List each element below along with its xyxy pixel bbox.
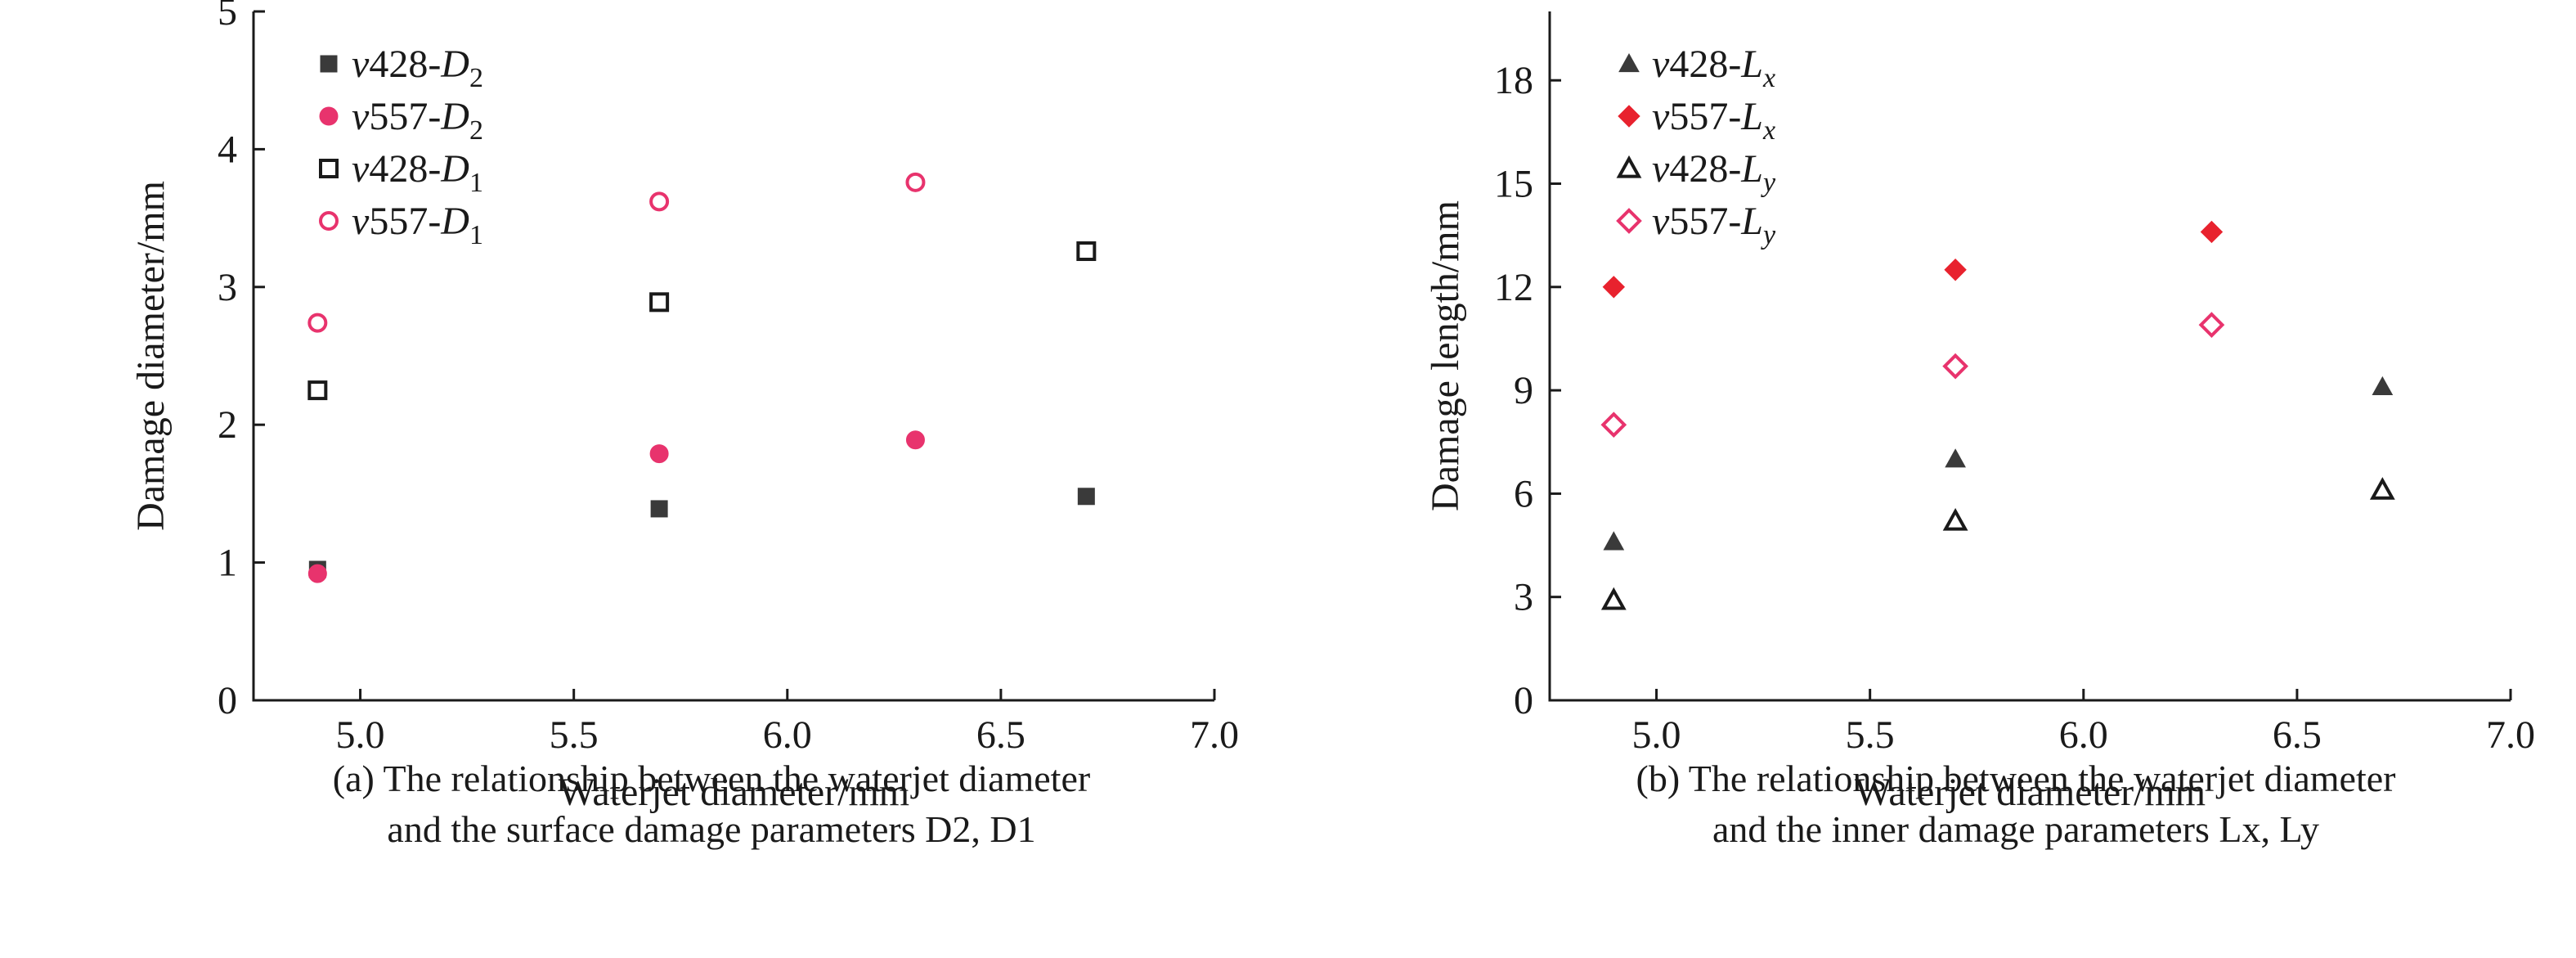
caption-line: and the inner damage parameters Lx, Ly bbox=[1712, 808, 2319, 850]
data-point-v428-D2 bbox=[650, 500, 668, 518]
y-tick-label: 2 bbox=[218, 403, 237, 447]
panel-a: 5.0 5.5 6.0 6.5 7.0 0 1 2 3 4 5 Waterjet diameter/m… bbox=[129, 0, 1239, 850]
y-tick-label: 5 bbox=[218, 0, 237, 34]
data-point-v428-Lx bbox=[1603, 531, 1625, 551]
x-tick-label: 6.0 bbox=[2059, 713, 2108, 757]
legend-label-v428-Lx: v428-Lx bbox=[1652, 43, 1775, 93]
x-tick-label: 6.5 bbox=[2273, 713, 2322, 757]
data-point-v557-Lx bbox=[1602, 276, 1626, 299]
legend-marker-v557-Ly bbox=[1616, 208, 1642, 234]
x-axis-title: Waterjet diameter/mm bbox=[1855, 771, 2206, 814]
legend-label-v428-Ly: v428-Ly bbox=[1652, 147, 1776, 198]
data-point-v557-Ly bbox=[2198, 312, 2225, 338]
legend-label-v557-D1: v557-D1 bbox=[352, 200, 483, 250]
x-axis-title: Waterjet diameter/mm bbox=[559, 771, 909, 814]
x-tick-label: 6.0 bbox=[763, 713, 812, 757]
y-tick-label: 0 bbox=[1514, 679, 1533, 722]
y-axis-title: Damage diameter/mm bbox=[129, 181, 173, 531]
data-point-v557-D2 bbox=[649, 444, 669, 464]
legend-marker-v428-Ly bbox=[1616, 155, 1642, 178]
data-point-v557-Ly bbox=[1600, 412, 1627, 439]
x-tick-label: 5.5 bbox=[550, 713, 599, 757]
legend-marker-v557-Lx bbox=[1618, 105, 1640, 128]
panel-b: 5.0 5.5 6.0 6.5 7.0 0 3 6 9 12 15 18 Waterjet diamet… bbox=[1424, 11, 2535, 850]
y-tick-label: 12 bbox=[1494, 266, 1533, 309]
y-axis-title: Damage length/mm bbox=[1424, 200, 1467, 511]
y-tick-label: 3 bbox=[1514, 576, 1533, 619]
data-point-v557-D1 bbox=[905, 172, 926, 192]
legend-label-v557-Ly: v557-Ly bbox=[1652, 200, 1776, 250]
x-tick-label: 7.0 bbox=[1190, 713, 1239, 757]
data-point-v428-Lx bbox=[1945, 448, 1966, 468]
legend-label-v557-D2: v557-D2 bbox=[352, 95, 483, 146]
caption-line: (b) The relationship between the waterje… bbox=[1636, 758, 2396, 799]
data-point-v428-D1 bbox=[307, 380, 328, 401]
legend-marker-v428-D2 bbox=[320, 55, 338, 73]
legend-label-v428-D2: v428-D2 bbox=[352, 43, 483, 93]
y-tick-label: 9 bbox=[1514, 369, 1533, 412]
x-tick-label: 6.5 bbox=[976, 713, 1025, 757]
data-point-v428-Ly bbox=[2369, 477, 2395, 500]
x-tick-label: 7.0 bbox=[2486, 713, 2535, 757]
y-tick-label: 0 bbox=[218, 679, 237, 722]
y-tick-label: 3 bbox=[218, 266, 237, 309]
data-point-v557-Lx bbox=[2200, 220, 2224, 244]
data-point-v428-Ly bbox=[1942, 507, 1968, 531]
x-tick-label: 5.5 bbox=[1846, 713, 1895, 757]
legend-marker-v557-D2 bbox=[319, 106, 339, 126]
data-point-v428-D1 bbox=[1076, 241, 1097, 262]
data-point-v557-D1 bbox=[307, 313, 328, 333]
legend-label-v428-D1: v428-D1 bbox=[352, 147, 483, 198]
legend-marker-v557-D1 bbox=[319, 211, 339, 231]
y-tick-label: 15 bbox=[1494, 163, 1533, 206]
data-point-v428-Ly bbox=[1600, 587, 1627, 610]
legend-label-v557-Lx: v557-Lx bbox=[1652, 95, 1775, 146]
x-tick-label: 5.0 bbox=[336, 713, 385, 757]
y-tick-label: 18 bbox=[1494, 59, 1533, 102]
y-tick-label: 4 bbox=[218, 128, 237, 171]
y-tick-label: 1 bbox=[218, 542, 237, 585]
data-point-v428-D2 bbox=[1077, 488, 1095, 506]
legend-marker-v428-D1 bbox=[319, 159, 339, 178]
data-point-v557-Ly bbox=[1942, 353, 1968, 380]
legend-marker-v428-Lx bbox=[1618, 52, 1640, 73]
data-point-v557-Lx bbox=[1944, 259, 1967, 281]
data-point-v428-Lx bbox=[2372, 376, 2394, 395]
data-point-v557-D1 bbox=[649, 191, 670, 212]
data-point-v557-D2 bbox=[905, 430, 925, 450]
y-tick-label: 6 bbox=[1514, 472, 1533, 515]
x-tick-label: 5.0 bbox=[1632, 713, 1681, 757]
caption-line: (a) The relationship between the waterje… bbox=[333, 758, 1090, 799]
caption-line: and the surface damage parameters D2, D1 bbox=[387, 808, 1035, 850]
data-point-v428-D1 bbox=[649, 292, 670, 313]
data-point-v557-D2 bbox=[307, 564, 327, 583]
